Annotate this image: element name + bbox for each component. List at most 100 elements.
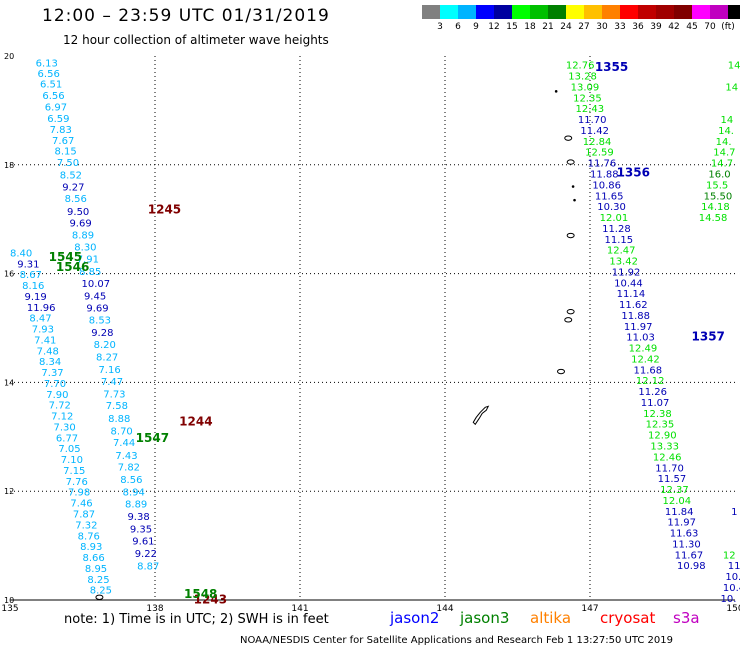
wave-height-value: 11.92 <box>612 267 641 278</box>
color-scale-label: 70 <box>704 22 716 32</box>
wave-height-value: 11.76 <box>588 159 617 170</box>
island-marker <box>571 185 575 188</box>
wave-height-value: 7.70 <box>44 379 66 390</box>
mission-jason3-label: jason3 <box>460 609 510 627</box>
wave-height-value: 11.07 <box>641 398 670 409</box>
wave-height-value: 6.13 <box>36 59 58 70</box>
wave-height-value: 16.0 <box>708 170 730 181</box>
wave-height-value: 9.50 <box>67 207 89 218</box>
wave-height-value: 12.42 <box>631 354 660 365</box>
wave-height-value: 8.25 <box>90 586 112 597</box>
color-swatch <box>710 5 728 19</box>
wave-height-value: 11.63 <box>670 529 699 540</box>
wave-height-value: 11.62 <box>619 300 648 311</box>
island-outline <box>95 594 104 600</box>
wave-height-value: 7.91 <box>77 254 99 265</box>
wave-height-value: 8.16 <box>22 281 44 292</box>
color-scale-label: 12 <box>488 22 500 32</box>
y-tick-label: 20 <box>4 52 14 61</box>
wave-height-value: 7.73 <box>103 389 125 400</box>
wave-height-value: 15.50 <box>704 191 733 202</box>
x-tick-label: 135 <box>1 604 18 614</box>
wave-height-value: 6.56 <box>38 69 60 80</box>
wave-height-value: 13.42 <box>609 257 638 268</box>
island-outline <box>566 232 575 239</box>
credit-line: NOAA/NESDIS Center for Satellite Applica… <box>240 635 673 646</box>
wave-height-value: 8.93 <box>80 542 102 553</box>
wave-height-value: 11.70 <box>655 463 684 474</box>
wave-height-value: 11.28 <box>602 224 631 235</box>
wave-height-value: 7.15 <box>63 466 85 477</box>
color-swatch <box>566 5 584 19</box>
wave-height-value: 8.52 <box>60 171 82 182</box>
color-swatch <box>656 5 674 19</box>
wave-height-value: 14. <box>716 137 732 148</box>
wave-height-value: 10.44 <box>614 278 643 289</box>
color-swatch <box>440 5 458 19</box>
wave-height-value: 12 <box>723 550 736 561</box>
wave-height-value: 7.46 <box>70 499 92 510</box>
wave-height-value: 11.88 <box>590 170 619 181</box>
pass-time-label: 1244 <box>179 414 212 428</box>
wave-height-value: 11.97 <box>667 518 696 529</box>
wave-height-value: 7.72 <box>49 401 71 412</box>
wave-height-value: 8.20 <box>94 340 116 351</box>
color-swatch <box>530 5 548 19</box>
wave-height-value: 9.22 <box>135 549 157 560</box>
mission-altika-label: altika <box>530 609 572 627</box>
wave-height-value: 11.15 <box>605 235 634 246</box>
y-tick-label: 12 <box>4 487 14 496</box>
wave-height-value: 11.30 <box>672 539 701 550</box>
color-swatch <box>422 5 440 19</box>
wave-height-value: 9.69 <box>86 303 108 314</box>
wave-height-value: 14.18 <box>701 202 730 213</box>
wave-height-value: 8.88 <box>108 414 130 425</box>
wave-height-value: 11.84 <box>665 507 694 518</box>
wave-height-value: 9.38 <box>127 512 149 523</box>
y-tick-label: 16 <box>4 270 14 279</box>
wave-height-value: 7.32 <box>75 520 97 531</box>
color-scale-label: 18 <box>524 22 536 32</box>
color-swatch <box>620 5 638 19</box>
color-scale-label: 3 <box>437 22 443 32</box>
island-outline <box>564 135 573 141</box>
wave-height-value: 14 <box>728 61 740 72</box>
wave-height-value: 14 <box>725 82 738 93</box>
pass-time-label: 1545 <box>49 250 82 264</box>
footer-note: note: 1) Time is in UTC; 2) SWH is in fe… <box>64 612 329 627</box>
color-swatch <box>494 5 512 19</box>
wave-height-value: 13.09 <box>571 82 600 93</box>
wave-height-value: 12.35 <box>646 420 675 431</box>
wave-height-value: 7.10 <box>61 455 83 466</box>
wave-height-value: 8.27 <box>96 352 118 363</box>
wave-height-value: 12.01 <box>600 213 629 224</box>
color-swatch <box>512 5 530 19</box>
wave-height-value: 11.14 <box>617 289 646 300</box>
map-subtitle: 12 hour collection of altimeter wave hei… <box>63 33 329 47</box>
wave-height-value: 10.50 <box>725 572 740 583</box>
wave-height-value: 8.25 <box>87 575 109 586</box>
wave-height-value: 7.37 <box>41 368 63 379</box>
wave-height-value: 11.96 <box>27 303 56 314</box>
wave-height-value: 1 <box>731 507 737 518</box>
wave-height-value: 9.31 <box>17 259 39 270</box>
color-scale-label: 15 <box>506 22 518 32</box>
wave-height-value: 14 <box>721 115 734 126</box>
wave-height-value: 8.30 <box>74 242 96 253</box>
color-swatch <box>602 5 620 19</box>
wave-height-value: 12.90 <box>648 431 677 442</box>
color-scale-label: 39 <box>650 22 662 32</box>
color-swatch <box>692 5 710 19</box>
wave-height-value: 10.4 <box>723 583 740 594</box>
wave-height-value: 7.47 <box>101 377 123 388</box>
wave-height-value: 7.16 <box>98 365 120 376</box>
wave-height-value: 12.84 <box>583 137 612 148</box>
island-marker <box>554 90 558 93</box>
wave-height-value: 12.38 <box>643 409 672 420</box>
wave-height-value: 7.58 <box>106 401 128 412</box>
color-swatch <box>674 5 692 19</box>
y-tick-label: 18 <box>4 161 14 170</box>
color-scale-label: 21 <box>542 22 554 32</box>
color-scale-label: 27 <box>578 22 590 32</box>
wave-height-value: 9.69 <box>69 218 91 229</box>
